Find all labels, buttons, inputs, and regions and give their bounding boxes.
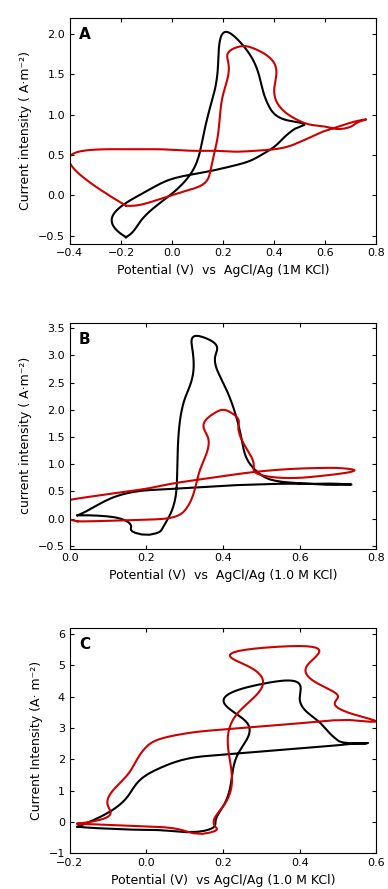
Text: A: A [79,27,91,42]
X-axis label: Potential (V)  vs AgCl/Ag (1.0 M KCl): Potential (V) vs AgCl/Ag (1.0 M KCl) [111,874,335,887]
Y-axis label: Current Intensity (A· m⁻²): Current Intensity (A· m⁻²) [30,661,43,820]
X-axis label: Potential (V)  vs  AgCl/Ag (1.0 M KCl): Potential (V) vs AgCl/Ag (1.0 M KCl) [109,569,337,582]
Y-axis label: current intensity ( A·m⁻²): current intensity ( A·m⁻²) [19,357,33,514]
Text: B: B [79,332,91,347]
X-axis label: Potential (V)  vs  AgCl/Ag (1M KCl): Potential (V) vs AgCl/Ag (1M KCl) [117,264,329,277]
Y-axis label: Current intensity ( A·m⁻²): Current intensity ( A·m⁻²) [19,52,33,210]
Text: C: C [79,637,90,652]
